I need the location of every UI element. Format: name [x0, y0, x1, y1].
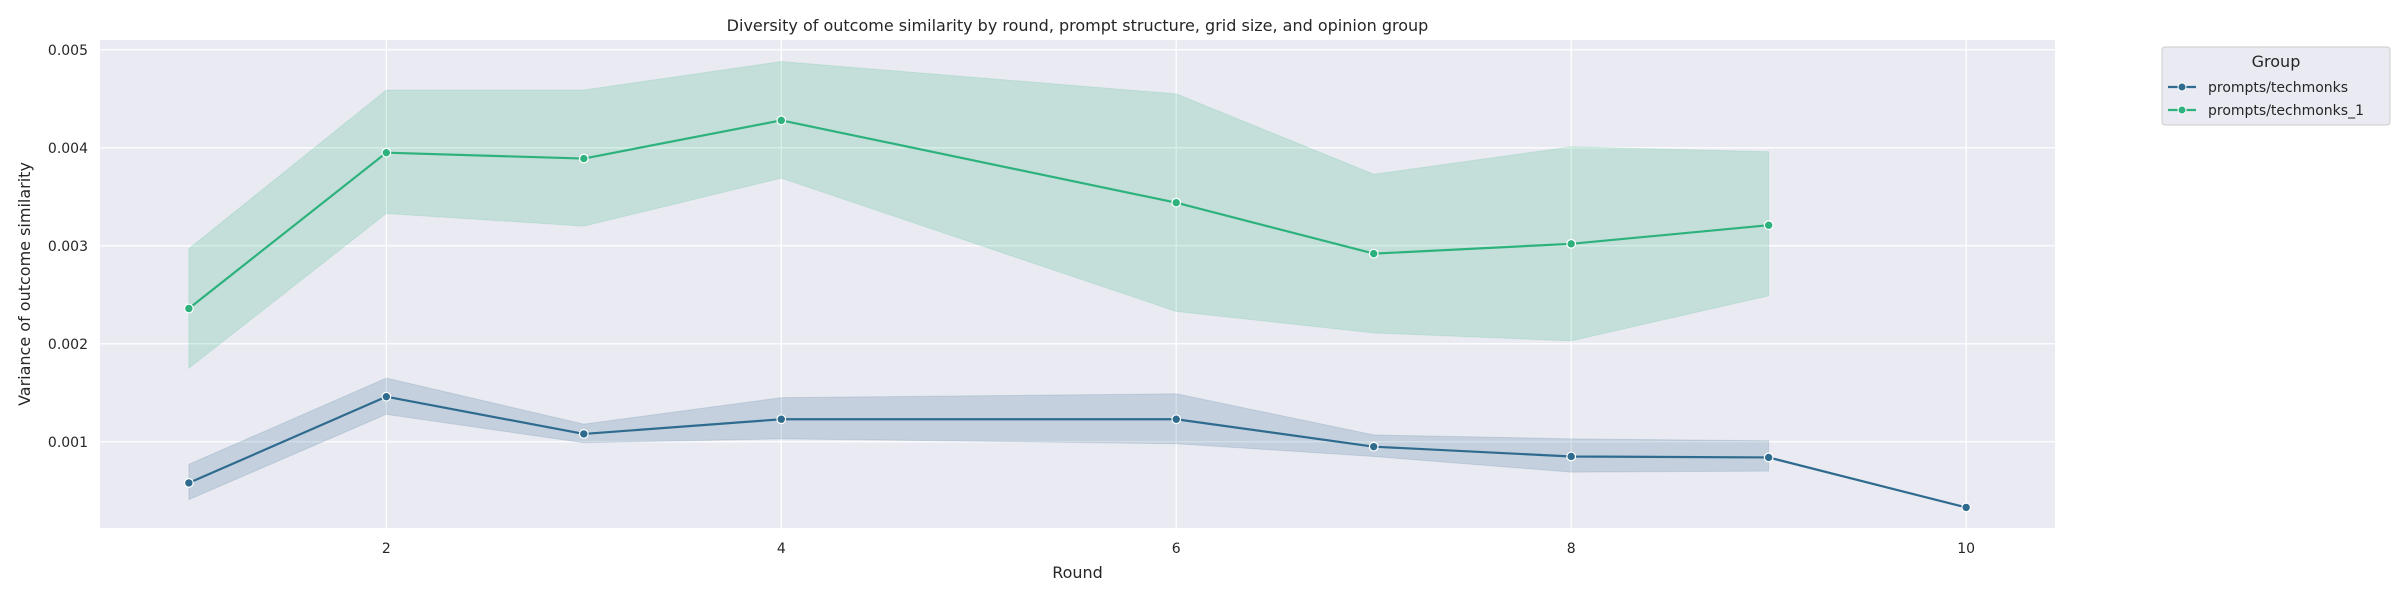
data-point-series-0 — [1961, 502, 1972, 513]
data-point-series-0 — [1171, 414, 1182, 425]
legend: Group prompts/techmonksprompts/techmonks… — [2161, 46, 2391, 126]
legend-items: prompts/techmonks prompts/techmonks_1 — [2168, 80, 2364, 119]
confidence-bands — [188, 61, 1770, 501]
data-point-series-1 — [578, 153, 589, 164]
y-tick-label: 0.003 — [48, 239, 88, 255]
legend-marker-icon — [2177, 105, 2187, 115]
data-point-series-0 — [381, 391, 392, 402]
ci-band-series-1 — [188, 61, 1770, 370]
x-tick-label: 2 — [382, 541, 391, 557]
data-point-series-0 — [183, 478, 194, 488]
line-series-1 — [188, 119, 1769, 310]
data-point-series-0 — [776, 414, 787, 425]
data-point-series-1 — [1566, 238, 1577, 249]
data-point-series-0 — [578, 429, 589, 439]
data-point-series-0 — [1763, 452, 1774, 463]
y-tick-label: 0.005 — [48, 43, 88, 59]
series-points — [183, 115, 1972, 513]
data-point-series-1 — [776, 115, 787, 126]
data-point-series-1 — [1763, 220, 1774, 231]
y-tick-labels: 0.001 0.002 0.003 0.004 0.005 — [48, 43, 88, 451]
data-point-series-1 — [1368, 248, 1379, 259]
data-point-series-1 — [1171, 197, 1182, 208]
x-tick-label: 10 — [1957, 541, 1975, 557]
y-tick-label: 0.004 — [48, 141, 88, 157]
data-point-series-0 — [1368, 441, 1379, 452]
x-tick-label: 6 — [1172, 541, 1181, 557]
legend-title: Group — [2252, 52, 2301, 71]
y-axis-label: Variance of outcome similarity — [15, 162, 34, 406]
y-tick-label: 0.002 — [48, 337, 88, 353]
ci-band-series-0 — [188, 377, 1770, 501]
legend-label: prompts/techmonks — [2208, 80, 2348, 96]
y-tick-label: 0.001 — [48, 435, 88, 451]
plot-area — [100, 40, 2055, 528]
data-point-series-1 — [381, 147, 392, 158]
legend-marker-icon — [2177, 82, 2187, 92]
grid-lines — [100, 40, 2055, 528]
data-point-series-0 — [1566, 451, 1577, 462]
chart-title: Diversity of outcome similarity by round… — [727, 16, 1429, 35]
legend-box — [2161, 46, 2391, 126]
data-point-series-1 — [183, 303, 194, 314]
x-tick-label: 8 — [1567, 541, 1576, 557]
x-tick-label: 4 — [777, 541, 786, 557]
x-axis-label: Round — [1052, 563, 1103, 582]
x-tick-labels: 2 4 6 8 10 — [382, 541, 1975, 557]
legend-label: prompts/techmonks_1 — [2208, 103, 2364, 119]
